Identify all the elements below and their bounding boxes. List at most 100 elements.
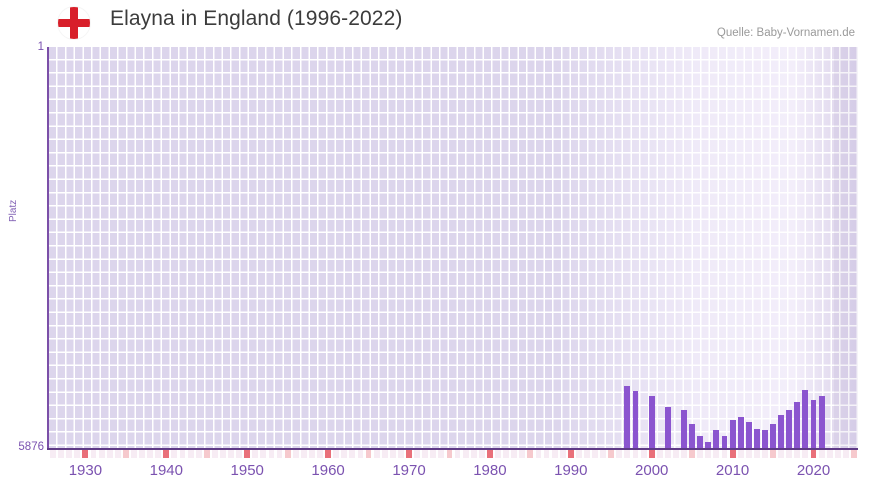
y-axis-tick-bottom: 5876 — [18, 441, 44, 453]
bar-2020 — [810, 400, 817, 448]
bar-2004 — [681, 410, 687, 448]
bar-2019 — [802, 390, 809, 448]
x-tick-1979 — [478, 450, 485, 458]
x-tick-2020 — [810, 450, 817, 458]
bar-2002 — [664, 407, 671, 448]
x-tick-1995 — [608, 450, 615, 458]
x-tick-1944 — [195, 450, 202, 458]
x-tick-1927 — [58, 450, 65, 458]
x-axis-label-2010: 2010 — [715, 462, 750, 479]
plot-grid-background — [49, 47, 858, 448]
x-axis-label-1940: 1940 — [149, 462, 183, 479]
x-tick-2016 — [778, 450, 785, 458]
x-tick-1955 — [284, 450, 291, 458]
x-tick-1981 — [495, 450, 501, 458]
plot-area — [47, 47, 858, 450]
bar-2007 — [705, 442, 712, 448]
x-tick-2001 — [656, 450, 663, 458]
x-tick-1975 — [446, 450, 453, 458]
x-tick-2000 — [648, 450, 655, 458]
x-tick-1971 — [414, 450, 421, 458]
bar-1998 — [632, 391, 639, 448]
x-tick-2023 — [834, 450, 841, 458]
bar-1997 — [624, 386, 631, 448]
x-axis-label-1970: 1970 — [392, 462, 426, 479]
bar-2014 — [762, 430, 768, 448]
x-tick-1978 — [470, 450, 477, 458]
x-tick-2012 — [745, 450, 752, 458]
bar-2016 — [778, 415, 785, 448]
x-tick-1973 — [430, 450, 437, 458]
x-tick-2007 — [705, 450, 712, 458]
x-tick-1947 — [219, 450, 226, 458]
x-tick-1970 — [406, 450, 412, 458]
x-tick-1933 — [106, 450, 113, 458]
y-axis-tick-top: 1 — [37, 41, 44, 53]
x-axis-label-1950: 1950 — [230, 462, 264, 479]
bar-2009 — [721, 436, 728, 448]
x-tick-1962 — [341, 450, 348, 458]
x-axis-label-1980: 1980 — [473, 462, 507, 479]
x-tick-2025 — [851, 450, 857, 458]
x-tick-2002 — [664, 450, 671, 458]
x-tick-1935 — [122, 450, 129, 458]
bar-2012 — [745, 422, 752, 448]
x-tick-1961 — [333, 450, 340, 458]
x-tick-1931 — [90, 450, 97, 458]
x-tick-1987 — [543, 450, 550, 458]
x-tick-1934 — [114, 450, 121, 458]
x-tick-1943 — [187, 450, 194, 458]
x-axis-label-2020: 2020 — [796, 462, 831, 479]
x-tick-2013 — [753, 450, 760, 458]
plot-right-shade — [834, 47, 858, 448]
x-tick-1929 — [74, 450, 81, 458]
x-tick-1999 — [640, 450, 647, 458]
x-tick-1941 — [171, 450, 178, 458]
x-tick-1960 — [325, 450, 332, 458]
x-tick-2017 — [786, 450, 793, 458]
x-tick-1997 — [624, 450, 631, 458]
x-tick-1964 — [357, 450, 364, 458]
bar-2018 — [794, 402, 801, 448]
x-axis-label-2000: 2000 — [635, 462, 669, 479]
x-tick-1985 — [527, 450, 534, 458]
x-tick-1957 — [300, 450, 307, 458]
bar-2013 — [753, 429, 760, 448]
x-tick-1980 — [486, 450, 493, 458]
x-tick-1972 — [422, 450, 429, 458]
england-flag-icon — [58, 7, 90, 39]
x-tick-1974 — [438, 450, 445, 458]
x-tick-1963 — [349, 450, 356, 458]
x-tick-2004 — [681, 450, 687, 458]
x-tick-1976 — [454, 450, 461, 458]
x-tick-1988 — [551, 450, 558, 458]
source-attribution: Quelle: Baby-Vornamen.de — [716, 27, 855, 39]
x-tick-2010 — [729, 450, 736, 458]
x-tick-1928 — [66, 450, 73, 458]
x-tick-2009 — [721, 450, 728, 458]
x-tick-1986 — [535, 450, 542, 458]
x-tick-2015 — [770, 450, 776, 458]
x-axis-tick-marks — [49, 450, 858, 462]
bar-2010 — [729, 420, 736, 448]
x-tick-1966 — [373, 450, 380, 458]
y-axis-label: Platz — [8, 199, 19, 222]
x-tick-1993 — [592, 450, 598, 458]
x-tick-1950 — [244, 450, 251, 458]
bar-2005 — [689, 424, 696, 448]
bar-2008 — [713, 430, 720, 448]
x-tick-1994 — [600, 450, 607, 458]
bar-2011 — [737, 417, 744, 448]
x-tick-1945 — [203, 450, 210, 458]
x-tick-1937 — [139, 450, 145, 458]
x-tick-1951 — [252, 450, 259, 458]
x-tick-2005 — [689, 450, 696, 458]
x-tick-2006 — [697, 450, 704, 458]
x-tick-1977 — [462, 450, 469, 458]
x-tick-1954 — [276, 450, 283, 458]
x-axis-label-1930: 1930 — [68, 462, 103, 479]
x-tick-1956 — [292, 450, 299, 458]
x-tick-1991 — [575, 450, 582, 458]
x-tick-2024 — [842, 450, 849, 458]
x-tick-2014 — [762, 450, 768, 458]
